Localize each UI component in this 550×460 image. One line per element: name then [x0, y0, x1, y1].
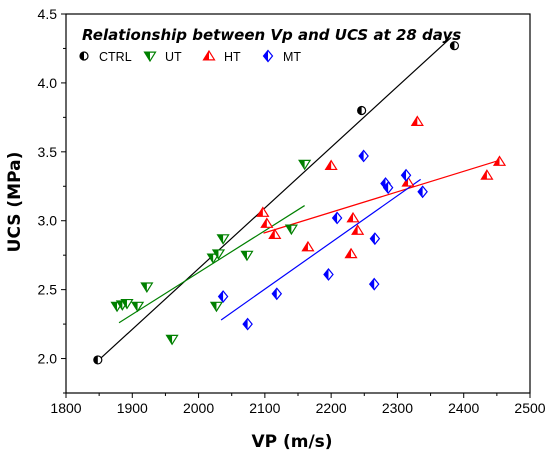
plot-border [65, 13, 531, 394]
data-point-mt [242, 317, 253, 331]
legend-item-ht: HT [202, 49, 241, 64]
data-point-ht [268, 228, 282, 239]
data-point-mt [382, 181, 394, 195]
x-axis-title: VP (m/s) [251, 432, 332, 452]
legend-marker-ht [202, 49, 216, 61]
x-tick-label: 1900 [117, 400, 148, 416]
legend-marker-ctrl [79, 51, 89, 61]
legend-item-ut: UT [143, 50, 182, 64]
data-point-ctrl [93, 355, 103, 365]
legend-label-ht: HT [224, 50, 241, 64]
data-point-ht [492, 155, 507, 166]
data-point-ut [131, 301, 145, 313]
fit-line-ht [263, 159, 501, 234]
data-point-mt [369, 232, 381, 246]
data-point-mt [358, 149, 369, 163]
data-point-ut [211, 249, 226, 260]
data-point-ut [120, 298, 134, 310]
y-tick-label: 2.5 [38, 282, 58, 298]
data-point-ht [351, 224, 365, 235]
x-tick-label: 2400 [448, 400, 479, 416]
y-tick-label: 2.0 [38, 351, 58, 367]
legend-label-mt: MT [283, 50, 301, 64]
chart-title: Relationship between Vp and UCS at 28 da… [82, 26, 461, 44]
data-point-ut [165, 334, 179, 346]
plot-frame [65, 13, 531, 394]
y-axis: 2.0 2.5 3.0 3.5 4.0 4.5 [38, 6, 66, 394]
data-point-ut [240, 250, 254, 262]
data-point-ht [260, 217, 274, 228]
data-point-ut [284, 224, 298, 236]
data-point-mt [400, 168, 412, 182]
data-point-ctrl [357, 105, 367, 116]
x-tick-label: 2200 [316, 400, 347, 416]
fit-line-mt [220, 178, 421, 321]
data-point-mt [323, 268, 334, 281]
legend: CTRL UT HT MT [79, 49, 301, 64]
data-point-ht [324, 159, 338, 171]
data-point-ut [298, 159, 312, 171]
legend-marker-mt [262, 49, 274, 63]
y-tick-label: 4.0 [38, 75, 58, 91]
x-axis: 1800 1900 2000 2100 2200 2300 2400 2500 [50, 393, 546, 416]
legend-marker-ut [143, 51, 157, 63]
data-point-ut [209, 301, 224, 313]
x-tick-label: 2300 [382, 400, 413, 416]
data-points [93, 41, 507, 365]
data-point-ht [410, 115, 424, 126]
data-point-ht [346, 211, 360, 223]
x-tick-label: 2000 [183, 400, 214, 416]
data-point-mt [331, 211, 343, 225]
data-point-mt [417, 185, 428, 199]
data-point-ht [256, 206, 270, 217]
data-point-mt [368, 277, 380, 291]
fit-lines [95, 36, 501, 364]
y-tick-label: 3.0 [38, 213, 58, 229]
x-tick-label: 1800 [50, 400, 81, 416]
legend-label-ctrl: CTRL [99, 50, 132, 64]
y-tick-label: 4.5 [38, 6, 58, 22]
data-point-ut [216, 234, 230, 245]
data-point-mt [217, 290, 229, 303]
x-tick-label: 2100 [249, 400, 280, 416]
fit-line-ut [118, 205, 305, 324]
x-tick-label: 2500 [514, 400, 545, 416]
data-point-ut [206, 253, 220, 265]
data-point-ht [344, 247, 358, 259]
legend-label-ut: UT [165, 50, 182, 64]
data-point-ht [301, 240, 315, 252]
data-point-mt [271, 287, 283, 301]
data-point-ht [480, 169, 494, 180]
data-point-ctrl [449, 41, 460, 51]
fit-line-ctrl [95, 36, 452, 364]
legend-item-mt: MT [262, 49, 301, 64]
y-axis-title: UCS (MPa) [5, 152, 25, 253]
legend-item-ctrl: CTRL [79, 50, 132, 64]
data-point-ut [140, 282, 154, 293]
y-tick-label: 3.5 [38, 144, 58, 160]
